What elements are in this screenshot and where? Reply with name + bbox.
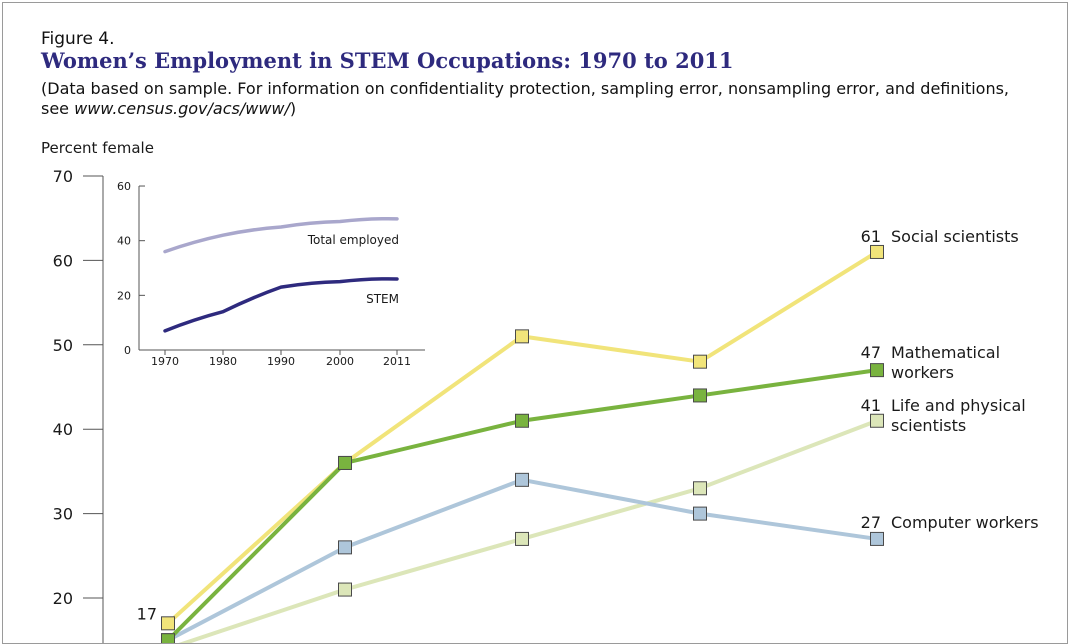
point-mathematical-workers-2011 — [870, 363, 884, 378]
note-prefix: see — [41, 99, 75, 118]
inset-label-stem: STEM — [366, 292, 399, 306]
point-social-scientists-2000 — [693, 354, 707, 369]
point-mathematical-workers-1990 — [515, 413, 529, 428]
end-value-life-physical-scientists: 41 — [861, 396, 881, 415]
inset-line-total-employed — [163, 216, 399, 254]
end-label-life-physical-scientists-line1: Life and physical — [891, 396, 1026, 415]
y-tick-label-30: 30 — [53, 505, 73, 524]
inset-label-total-employed: Total employed — [307, 233, 399, 247]
point-computer-workers-1980 — [338, 540, 352, 555]
main-y-axis: 20 30 40 50 60 70 — [53, 167, 104, 643]
inset-x-tick-label-1970: 1970 — [151, 355, 179, 368]
point-life-and-physical-scientists-1990 — [515, 531, 529, 546]
point-social-scientists-1970 — [161, 616, 175, 631]
end-value-social-scientists: 61 — [861, 227, 881, 246]
end-value-mathematical-workers: 47 — [861, 343, 881, 362]
inset-x-tick-label-1990: 1990 — [267, 355, 295, 368]
y-tick-label-60: 60 — [53, 251, 73, 270]
point-computer-workers-1990 — [515, 472, 529, 487]
end-label-life-physical-scientists-line2: scientists — [891, 416, 966, 435]
series-line-mathematical-workers — [166, 368, 878, 642]
inset-y-tick-label-20: 20 — [117, 289, 131, 302]
figure-note-line2: see www.census.gov/acs/www/) — [41, 99, 296, 118]
point-life-and-physical-scientists-1980 — [338, 582, 352, 597]
main-series-labels: 61 Social scientists 47 Mathematicalworkers… — [137, 227, 1039, 623]
point-computer-workers-2000 — [693, 506, 707, 521]
inset-background — [107, 181, 432, 386]
inset-x-tick-label-2000: 2000 — [326, 355, 354, 368]
point-social-scientists-2011 — [870, 244, 884, 259]
y-tick-label-40: 40 — [53, 420, 73, 439]
inset-y-tick-label-60: 60 — [117, 180, 131, 193]
inset-chart: 0 20 40 60 1970 1980 1990 2000 2011 Total employe… — [107, 180, 432, 386]
inset-y-tick-label-0: 0 — [124, 344, 131, 357]
main-series-lines — [161, 244, 884, 643]
y-tick-label-50: 50 — [53, 336, 73, 355]
inset-y-tick-label-40: 40 — [117, 235, 131, 248]
note-url: www.census.gov/acs/www/ — [74, 99, 290, 118]
point-mathematical-workers-2000 — [693, 388, 707, 403]
point-life-and-physical-scientists-2000 — [693, 481, 707, 496]
inset-x-tick-label-2011: 2011 — [383, 355, 411, 368]
point-mathematical-workers-1980 — [338, 455, 352, 470]
inset-x-tick-label-1980: 1980 — [209, 355, 237, 368]
point-mathematical-workers-1970 — [161, 633, 175, 643]
stem-chart: Percent female 20 30 40 50 60 70 61 Social sci… — [41, 139, 1039, 643]
y-tick-label-20: 20 — [53, 589, 73, 608]
series-line-computer-workers — [167, 477, 878, 642]
note-suffix: ) — [289, 99, 297, 118]
end-value-computer-workers: 27 — [861, 513, 881, 532]
end-label-social-scientists: Social scientists — [891, 227, 1019, 246]
point-life-and-physical-scientists-2011 — [870, 413, 884, 428]
end-label-mathematical-workers-line2: workers — [891, 363, 954, 382]
y-axis-label: Percent female — [41, 139, 154, 157]
point-social-scientists-1990 — [515, 329, 529, 344]
figure-note-line1: (Data based on sample. For information o… — [41, 79, 1010, 98]
point-computer-workers-2011 — [870, 531, 884, 546]
inset-line-stem — [163, 277, 399, 333]
end-label-mathematical-workers-line1: Mathematical — [891, 343, 1000, 362]
figure-label: Figure 4. — [41, 29, 115, 49]
y-tick-label-70: 70 — [53, 167, 73, 186]
start-value-annotation: 17 — [137, 604, 157, 623]
figure-title: Women’s Employment in STEM Occupations: … — [41, 48, 734, 73]
end-label-computer-workers: Computer workers — [891, 513, 1039, 532]
